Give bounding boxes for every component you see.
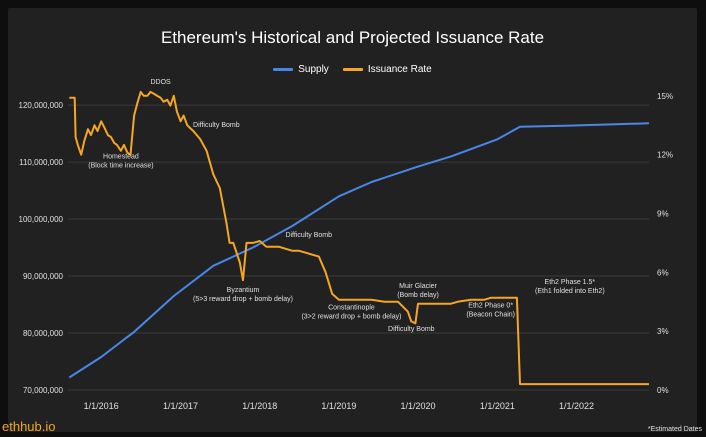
x-axis-tick-label: 1/1/2021: [480, 401, 515, 411]
event-annotation-line: (5>3 reward drop + bomb delay): [193, 296, 293, 303]
x-axis-tick-label: 1/1/2022: [559, 401, 594, 411]
chart-panel: 70,000,000 80,000,000 90,000,000 100,000,00…: [8, 8, 697, 432]
right-axis-tick-label: 15%: [657, 92, 673, 101]
supply-series-line: [68, 122, 650, 379]
issuance-series-line: [69, 90, 649, 386]
event-annotation: Constantinople (3>2 reward drop + bomb de…: [301, 305, 401, 321]
x-axis-tick-label: 1/1/2019: [321, 401, 356, 411]
chart-title: Ethereum's Historical and Projected Issu…: [160, 28, 545, 47]
chart-svg: 70,000,000 80,000,000 90,000,000 100,000,00…: [19, 79, 674, 411]
event-annotation: Eth2 Phase 0* (Beacon Chain): [466, 303, 515, 319]
x-axis-tick-label: 1/1/2016: [84, 401, 119, 411]
x-axis-tick-label: 1/1/2018: [242, 401, 277, 411]
left-axis-tick-label: 80,000,000: [23, 329, 64, 338]
legend-label-supply: Supply: [298, 64, 329, 75]
x-axis-tick-label: 1/1/2017: [163, 401, 198, 411]
chart-legend: Supply Issuance Rate: [8, 64, 697, 75]
left-axis-tick-label: 110,000,000: [19, 158, 63, 167]
event-annotation-line: Eth2 Phase 1.5*: [545, 279, 596, 286]
estimated-dates-note: *Estimated Dates: [647, 426, 702, 433]
right-axis-tick-label: 0%: [657, 386, 669, 395]
legend-label-issuance: Issuance Rate: [367, 64, 432, 75]
left-axis-tick-label: 100,000,000: [19, 215, 64, 224]
event-annotation: Difficulty Bomb: [388, 326, 435, 333]
legend-item-issuance: Issuance Rate: [342, 64, 432, 75]
event-annotation-line: Difficulty Bomb: [285, 232, 332, 239]
left-axis-tick-label: 70,000,000: [23, 386, 64, 395]
legend-item-supply: Supply: [273, 64, 329, 75]
x-axis-tick-label: 1/1/2020: [401, 401, 436, 411]
right-axis-tick-label: 3%: [657, 327, 669, 336]
event-annotation-line: Byzantium: [227, 287, 260, 294]
event-annotation-line: Muir Glacier: [399, 283, 437, 290]
event-annotation-line: (Beacon Chain): [466, 312, 515, 319]
event-annotation-line: (Eth1 folded into Eth2): [535, 288, 605, 295]
legend-swatch-issuance: [342, 68, 363, 71]
right-axis-tick-label: 6%: [657, 268, 669, 277]
event-annotation: Muir Glacier (Bomb delay): [397, 283, 439, 299]
right-axis-tick-label: 9%: [657, 210, 669, 219]
event-annotation-line: (3>2 reward drop + bomb delay): [301, 314, 401, 321]
event-annotation-line: (Block time increase): [88, 163, 153, 170]
event-annotation-line: Eth2 Phase 0*: [468, 303, 513, 310]
event-annotation-line: Homestead: [103, 154, 139, 161]
brand-logo-text: ethhub.io: [2, 419, 56, 434]
event-annotation: Difficulty Bomb: [193, 122, 240, 129]
event-annotation: Difficulty Bomb: [285, 232, 332, 239]
event-annotation: Eth2 Phase 1.5* (Eth1 folded into Eth2): [535, 279, 605, 295]
legend-swatch-supply: [273, 68, 294, 71]
left-axis-tick-label: 90,000,000: [23, 272, 64, 281]
event-annotation: Byzantium (5>3 reward drop + bomb delay): [193, 287, 293, 303]
event-annotation: DDOS: [150, 79, 171, 86]
event-annotation: Homestead (Block time increase): [88, 154, 153, 170]
event-annotation-line: Constantinople: [328, 305, 375, 312]
event-annotation-line: Difficulty Bomb: [193, 122, 240, 129]
event-annotation-line: (Bomb delay): [397, 292, 439, 299]
event-annotation-line: DDOS: [150, 79, 171, 86]
right-axis-tick-label: 12%: [657, 151, 673, 160]
event-annotation-line: Difficulty Bomb: [388, 326, 435, 333]
left-axis-tick-label: 120,000,000: [19, 101, 64, 110]
